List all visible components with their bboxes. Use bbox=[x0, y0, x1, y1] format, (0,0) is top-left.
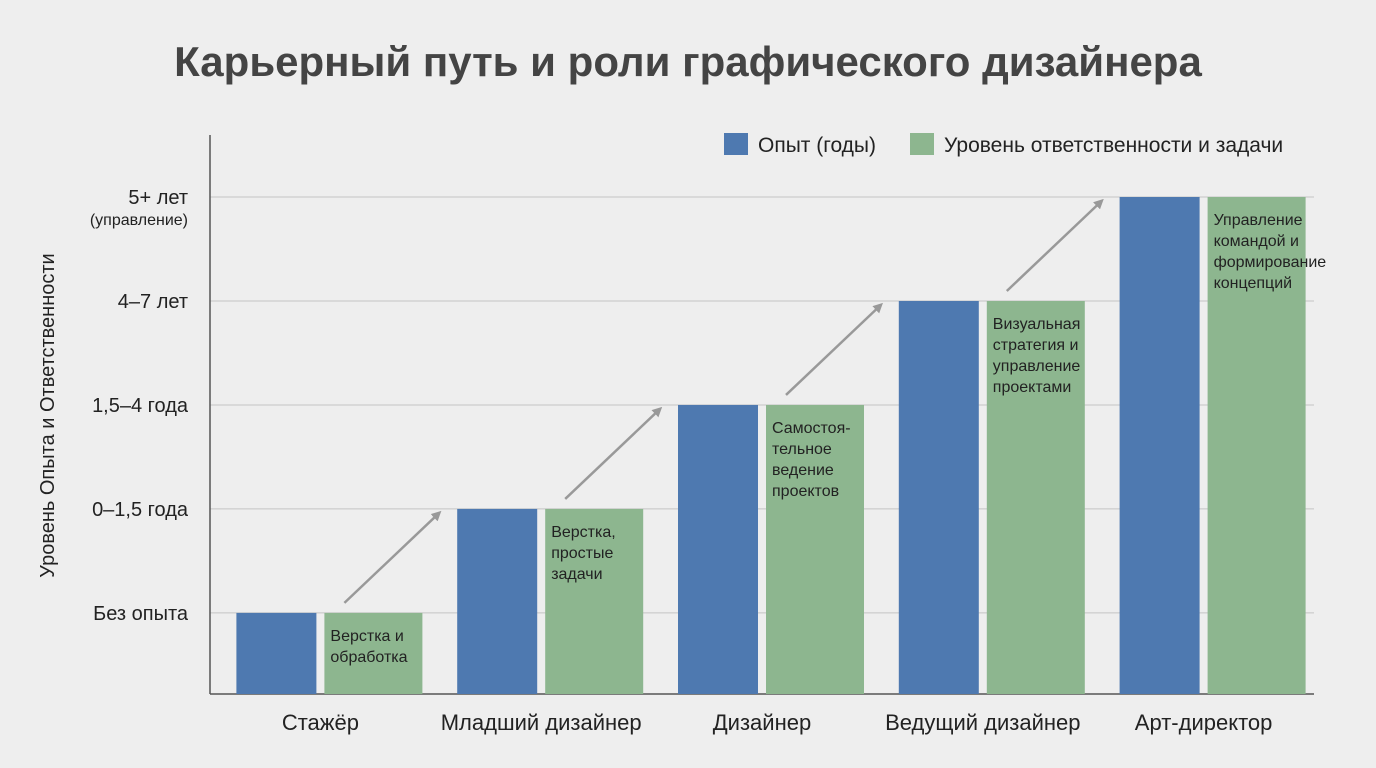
bar-label: управление bbox=[993, 358, 1081, 375]
bar-label: концепций bbox=[1214, 275, 1293, 292]
y-tick-label: Без опыта bbox=[93, 603, 189, 625]
y-tick-label: 0–1,5 года bbox=[92, 499, 189, 521]
legend-swatch bbox=[910, 133, 934, 155]
bar-experience bbox=[1119, 197, 1200, 694]
bar-experience bbox=[236, 612, 317, 694]
x-tick-label: Стажёр bbox=[282, 710, 359, 735]
chart-title: Карьерный путь и роли графического дизай… bbox=[174, 38, 1202, 85]
bar-label: Визуальная bbox=[993, 316, 1081, 333]
legend-swatch bbox=[724, 133, 748, 155]
bar-label: Самостоя- bbox=[772, 420, 851, 437]
x-tick-label: Арт-директор bbox=[1135, 710, 1273, 735]
bar-label: командой и bbox=[1214, 233, 1299, 250]
progression-arrow bbox=[343, 510, 442, 604]
bar-responsibility bbox=[545, 508, 644, 694]
bar-label: тельное bbox=[772, 441, 832, 458]
y-axis-label: Уровень Опыта и Ответственности bbox=[37, 253, 59, 577]
x-tick-label: Ведущий дизайнер bbox=[885, 710, 1080, 735]
progression-arrow bbox=[1005, 198, 1104, 292]
legend-label: Опыт (годы) bbox=[758, 134, 876, 157]
bar-label: задачи bbox=[551, 566, 602, 583]
bar-label: простые bbox=[551, 545, 613, 562]
y-tick-label: 4–7 лет bbox=[118, 291, 188, 313]
bar-label: Верстка, bbox=[551, 524, 616, 541]
bar-label: проектов bbox=[772, 483, 839, 500]
bar-responsibility bbox=[986, 300, 1085, 694]
x-tick-label: Младший дизайнер bbox=[441, 710, 642, 735]
bar-responsibility bbox=[1207, 197, 1306, 694]
bar-label: формирование bbox=[1214, 254, 1327, 271]
bar-label: Верстка и bbox=[330, 628, 403, 645]
bar-label: ведение bbox=[772, 462, 834, 479]
legend-label: Уровень ответственности и задачи bbox=[944, 134, 1283, 157]
bar-responsibility bbox=[766, 404, 864, 694]
bar-label: обработка bbox=[330, 649, 407, 666]
bar-responsibility bbox=[324, 612, 423, 694]
bar-label: Управление bbox=[1214, 212, 1303, 229]
x-tick-label: Дизайнер bbox=[713, 710, 811, 735]
bar-experience bbox=[898, 300, 979, 694]
bar-label: стратегия и bbox=[993, 337, 1079, 354]
y-tick-label: 1,5–4 года bbox=[92, 395, 189, 417]
bar-label: проектами bbox=[993, 379, 1072, 396]
bar-experience bbox=[457, 508, 538, 694]
bar-experience bbox=[678, 404, 758, 694]
y-tick-label: 5+ лет bbox=[128, 187, 188, 209]
progression-arrow bbox=[564, 406, 663, 500]
y-tick-sublabel: (управление) bbox=[90, 212, 188, 229]
progression-arrow bbox=[785, 302, 883, 396]
